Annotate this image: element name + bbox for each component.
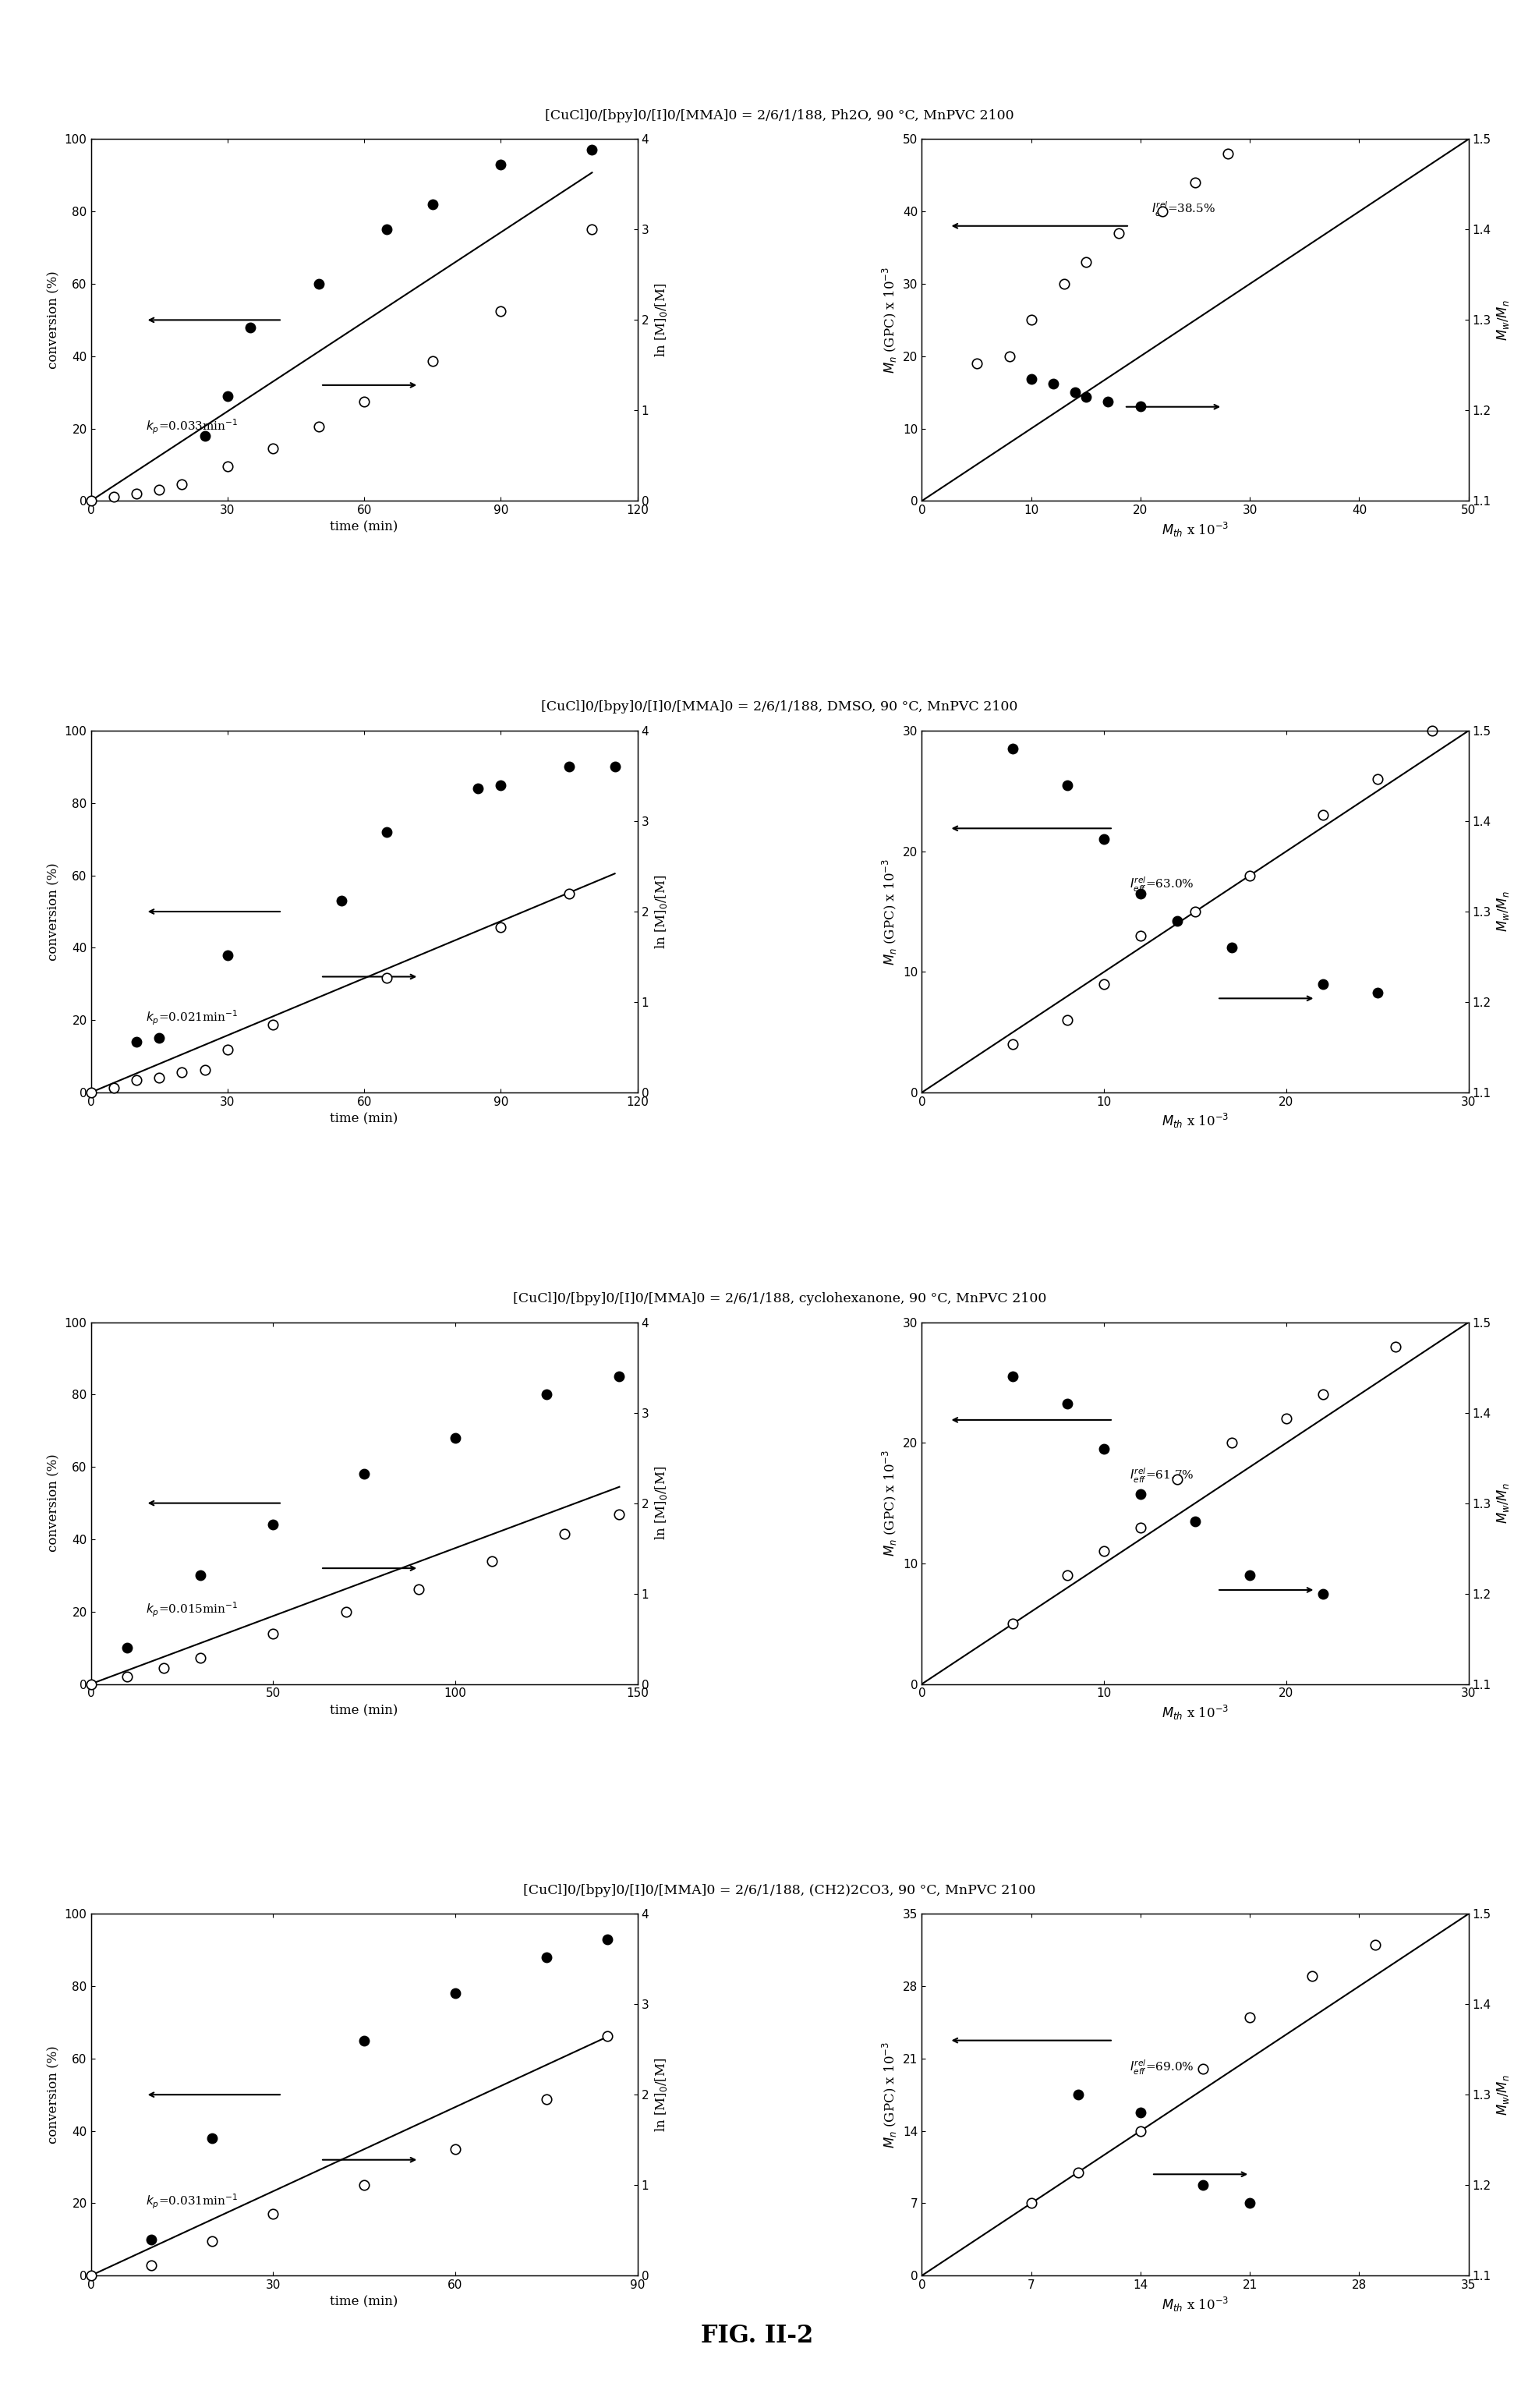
X-axis label: $M_{th}$ x 10$^{-3}$: $M_{th}$ x 10$^{-3}$ [1161, 520, 1229, 539]
Text: $I^{rel}_{eff}$=61.7%: $I^{rel}_{eff}$=61.7% [1129, 1466, 1195, 1486]
Y-axis label: conversion (%): conversion (%) [47, 2047, 61, 2143]
Y-axis label: $M_w$/$M_n$: $M_w$/$M_n$ [1496, 299, 1511, 340]
Text: $I^{rel}_{eff}$=38.5%: $I^{rel}_{eff}$=38.5% [1152, 200, 1216, 219]
Y-axis label: $M_w$/$M_n$: $M_w$/$M_n$ [1496, 1483, 1511, 1524]
Text: $k_p$=0.031min$^{-1}$: $k_p$=0.031min$^{-1}$ [145, 2191, 238, 2211]
Text: $I^{rel}_{eff}$=63.0%: $I^{rel}_{eff}$=63.0% [1129, 877, 1195, 893]
Text: [CuCl]0/[bpy]0/[I]0/[MMA]0 = 2/6/1/188, Ph2O, 90 °C, MnPVC 2100: [CuCl]0/[bpy]0/[I]0/[MMA]0 = 2/6/1/188, … [545, 108, 1014, 123]
Text: FIG. II-2: FIG. II-2 [701, 2324, 813, 2348]
Y-axis label: conversion (%): conversion (%) [47, 272, 61, 368]
Y-axis label: $M_n$ (GPC) x 10$^{-3}$: $M_n$ (GPC) x 10$^{-3}$ [881, 857, 899, 966]
X-axis label: $M_{th}$ x 10$^{-3}$: $M_{th}$ x 10$^{-3}$ [1161, 1112, 1229, 1129]
Y-axis label: $M_n$ (GPC) x 10$^{-3}$: $M_n$ (GPC) x 10$^{-3}$ [881, 267, 899, 373]
Y-axis label: conversion (%): conversion (%) [47, 1454, 61, 1553]
X-axis label: $M_{th}$ x 10$^{-3}$: $M_{th}$ x 10$^{-3}$ [1161, 2295, 1229, 2314]
Text: [CuCl]0/[bpy]0/[I]0/[MMA]0 = 2/6/1/188, (CH2)2CO3, 90 °C, MnPVC 2100: [CuCl]0/[bpy]0/[I]0/[MMA]0 = 2/6/1/188, … [524, 1883, 1036, 1898]
Y-axis label: ln [M]$_0$/[M]: ln [M]$_0$/[M] [653, 2056, 669, 2131]
X-axis label: time (min): time (min) [330, 1705, 398, 1717]
Y-axis label: $M_n$ (GPC) x 10$^{-3}$: $M_n$ (GPC) x 10$^{-3}$ [881, 2042, 899, 2148]
Y-axis label: ln [M]$_0$/[M]: ln [M]$_0$/[M] [653, 874, 669, 949]
X-axis label: time (min): time (min) [330, 1112, 398, 1125]
Text: [CuCl]0/[bpy]0/[I]0/[MMA]0 = 2/6/1/188, cyclohexanone, 90 °C, MnPVC 2100: [CuCl]0/[bpy]0/[I]0/[MMA]0 = 2/6/1/188, … [513, 1293, 1046, 1305]
Y-axis label: $M_n$ (GPC) x 10$^{-3}$: $M_n$ (GPC) x 10$^{-3}$ [881, 1450, 899, 1556]
Y-axis label: $M_w$/$M_n$: $M_w$/$M_n$ [1496, 891, 1511, 932]
Text: [CuCl]0/[bpy]0/[I]0/[MMA]0 = 2/6/1/188, DMSO, 90 °C, MnPVC 2100: [CuCl]0/[bpy]0/[I]0/[MMA]0 = 2/6/1/188, … [542, 701, 1017, 713]
X-axis label: $M_{th}$ x 10$^{-3}$: $M_{th}$ x 10$^{-3}$ [1161, 1705, 1229, 1722]
X-axis label: time (min): time (min) [330, 2295, 398, 2309]
Y-axis label: ln [M]$_0$/[M]: ln [M]$_0$/[M] [653, 1466, 669, 1541]
Text: $k_p$=0.015min$^{-1}$: $k_p$=0.015min$^{-1}$ [145, 1601, 238, 1618]
X-axis label: time (min): time (min) [330, 520, 398, 535]
Y-axis label: ln [M]$_0$/[M]: ln [M]$_0$/[M] [653, 282, 669, 356]
Text: $k_p$=0.021min$^{-1}$: $k_p$=0.021min$^{-1}$ [145, 1009, 238, 1028]
Y-axis label: conversion (%): conversion (%) [47, 862, 61, 961]
Text: $k_p$=0.033min$^{-1}$: $k_p$=0.033min$^{-1}$ [145, 417, 238, 436]
Y-axis label: $M_w$/$M_n$: $M_w$/$M_n$ [1496, 2073, 1511, 2114]
Text: $I^{rel}_{eff}$=69.0%: $I^{rel}_{eff}$=69.0% [1129, 2059, 1195, 2076]
